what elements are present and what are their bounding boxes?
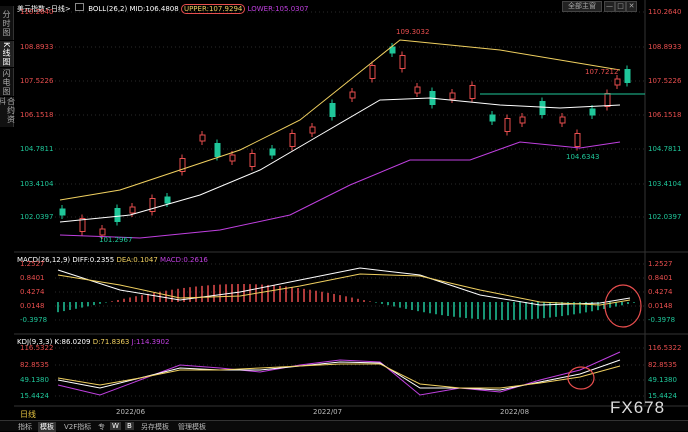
macd-tick: -0.3978 [20,316,48,324]
boll-upper-label: UPPER:107.9294 [180,4,246,14]
kdj-header: KDJ(9,3,3) K:86.0209 D:71.8363 J:114.390… [17,338,169,346]
macd-tick: 0.8401 [20,274,45,282]
side-tab-label: 合约资料 [0,97,16,124]
macd-tick: 0.4274 [648,288,673,296]
kdj-tick: 15.4424 [20,392,49,400]
settings-icon[interactable] [74,3,84,11]
macd-tick: 0.0148 [20,302,45,310]
window-select-dropdown[interactable]: 全部主窗 [562,1,602,12]
symbol-label: 美元指数<日线> [17,5,71,13]
side-tab-intraday[interactable]: 分时图 [0,6,14,40]
macd-value-label: MACD:0.2616 [160,256,208,264]
bollinger-bands [59,39,621,239]
close-glyph: ✕ [628,2,635,10]
kdj-tick: 82.8535 [648,361,677,369]
kdj-k-label: KDJ(9,3,3) K:86.0209 [17,338,91,346]
tab-indicator[interactable]: 指标 [18,423,32,431]
macd-tick: 0.4274 [20,288,45,296]
macd-panel [57,267,635,320]
kdj-tick: 49.1380 [20,376,49,384]
side-tab-kline[interactable]: K线图 [0,41,14,67]
price-tick: 104.7811 [20,145,54,153]
maximize-icon[interactable]: □ [615,1,626,12]
price-tick: 108.8933 [648,43,682,51]
tab-manage-template[interactable]: 管理模板 [178,423,206,431]
side-tab-flash[interactable]: 闪电图 [0,68,14,96]
minimize-icon[interactable]: — [604,1,615,12]
macd-tick: 0.0148 [648,302,673,310]
side-tab-contract[interactable]: 合约资料 [0,97,16,127]
price-tick: 106.1518 [648,111,682,119]
recent-high-annotation: 107.7212 [585,68,619,76]
kdj-tick: 116.5322 [20,344,54,352]
macd-tick: -0.3978 [648,316,676,324]
tab-save-template[interactable]: 另存模板 [141,423,169,431]
price-tick: 104.7811 [648,145,682,153]
side-tab-label: 闪电图 [2,68,11,96]
kdj-tick: 49.1380 [648,376,677,384]
boll-lower-label: LOWER:105.0307 [247,5,309,13]
kdj-tick: 82.8535 [20,361,49,369]
tab-v2f-indicator[interactable]: V2F指标 [64,423,92,431]
price-tick: 107.5226 [648,77,682,85]
macd-tick: 0.8401 [648,274,673,282]
kdj-d-label: D:71.8363 [92,338,130,346]
date-tick: 2022/07 [313,408,343,416]
main-header: 美元指数<日线> BOLL(26,2) MID:106.4808 UPPER:1… [17,3,309,14]
maximize-glyph: □ [617,2,624,10]
price-tick: 106.1518 [20,111,54,119]
recent-low-annotation: 104.6343 [566,153,600,161]
minimize-glyph: — [606,2,613,10]
tab-special[interactable]: 专 [98,423,105,431]
date-tick: 2022/08 [500,408,530,416]
side-tab-label: 分时图 [2,9,11,37]
dropdown-label: 全部主窗 [568,2,596,10]
price-tick: 110.2640 [648,8,682,16]
bottom-toolbar: 指标 模板 V2F指标 专 W B 另存模板 管理模板 [0,420,688,432]
tab-b[interactable]: B [125,422,134,430]
high-annotation: 109.3032 [396,28,430,36]
low-annotation: 101.2967 [99,236,133,244]
macd-tick: 1.2527 [20,260,45,268]
close-icon[interactable]: ✕ [626,1,637,12]
macd-dea-label: DEA:0.1047 [116,256,158,264]
side-tab-label: K线图 [2,41,11,67]
tab-w[interactable]: W [110,422,121,430]
watermark-logo: FX678 [610,398,666,417]
price-tick: 103.4104 [648,180,682,188]
macd-tick: 1.2527 [648,260,673,268]
kdj-tick: 116.5322 [648,344,682,352]
macd-diff-label: MACD(26,12,9) DIFF:0.2355 [17,256,115,264]
date-tick: 2022/06 [116,408,146,416]
grid-lines [14,0,688,407]
macd-header: MACD(26,12,9) DIFF:0.2355 DEA:0.1047 MAC… [17,256,208,264]
kdj-panel [57,351,621,396]
candlesticks [59,43,645,239]
price-tick: 108.8933 [20,43,54,51]
boll-mid-label: BOLL(26,2) MID:106.4808 [88,5,179,13]
price-tick: 110.2640 [20,8,54,16]
price-tick: 103.4104 [20,180,54,188]
price-tick: 102.0397 [20,213,54,221]
kdj-j-label: J:114.3902 [131,338,170,346]
tab-template[interactable]: 模板 [38,422,56,432]
price-tick: 107.5226 [20,77,54,85]
price-tick: 102.0397 [648,213,682,221]
period-label[interactable]: 日线 [20,410,36,419]
kdj-tick: 15.4424 [648,392,677,400]
circle-annotations [567,284,642,390]
